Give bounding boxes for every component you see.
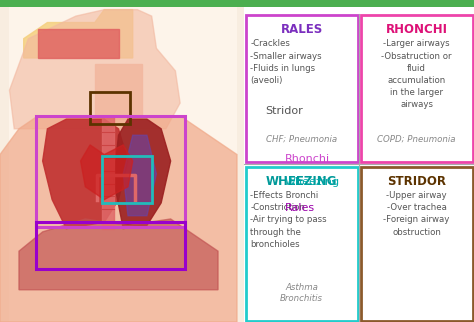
Bar [0,0,244,322]
Bar [246,167,358,321]
Text: -Fluids in lungs: -Fluids in lungs [250,64,315,73]
Text: obstruction: obstruction [392,228,441,237]
Bar [102,156,152,203]
Bar [361,15,473,162]
Text: -Upper airway: -Upper airway [386,191,447,200]
Text: WHEEZING: WHEEZING [266,175,337,188]
Text: RALES: RALES [281,23,323,36]
Bar [246,15,358,162]
Text: Asthma
Bronchitis: Asthma Bronchitis [280,283,323,303]
Text: (aveoli): (aveoli) [250,76,283,85]
Text: through the: through the [250,228,301,237]
Text: airways: airways [400,100,433,109]
Polygon shape [19,219,218,290]
Text: COPD; Pneumonia: COPD; Pneumonia [377,135,456,144]
Text: CHF; Pneumonia: CHF; Pneumonia [266,135,337,144]
Text: Rales: Rales [284,203,315,213]
Bar [36,222,185,269]
Text: Wheezing: Wheezing [284,177,339,187]
Text: fluid: fluid [407,64,426,73]
Text: Rhonchi: Rhonchi [284,154,329,165]
Text: -Air trying to pass: -Air trying to pass [250,215,327,224]
Polygon shape [43,119,128,229]
Polygon shape [9,0,237,322]
Polygon shape [38,29,118,58]
Polygon shape [95,64,142,119]
Text: -Constriction: -Constriction [250,203,305,212]
Text: -Effects Bronchi: -Effects Bronchi [250,191,319,200]
Polygon shape [102,116,114,229]
Bar [0,0,474,7]
Text: -Over trachea: -Over trachea [387,203,447,212]
Text: in the larger: in the larger [390,88,443,97]
Polygon shape [0,116,237,322]
Text: -Foreign airway: -Foreign airway [383,215,450,224]
Text: STRIDOR: STRIDOR [387,175,446,188]
Text: -Crackles: -Crackles [250,39,290,48]
Polygon shape [24,10,133,58]
Text: -Smaller airways: -Smaller airways [250,52,322,61]
Polygon shape [123,135,156,216]
Text: -Larger airways: -Larger airways [383,39,450,48]
Bar [36,116,185,227]
Text: -Obsatruction or: -Obsatruction or [382,52,452,61]
Text: bronchioles: bronchioles [250,240,300,249]
Text: Stridor: Stridor [265,106,303,116]
Polygon shape [81,145,133,200]
Polygon shape [114,119,171,229]
Polygon shape [9,10,180,129]
Bar [361,167,473,321]
Bar [90,92,130,124]
Text: accumulation: accumulation [388,76,446,85]
Text: RHONCHI: RHONCHI [386,23,447,36]
